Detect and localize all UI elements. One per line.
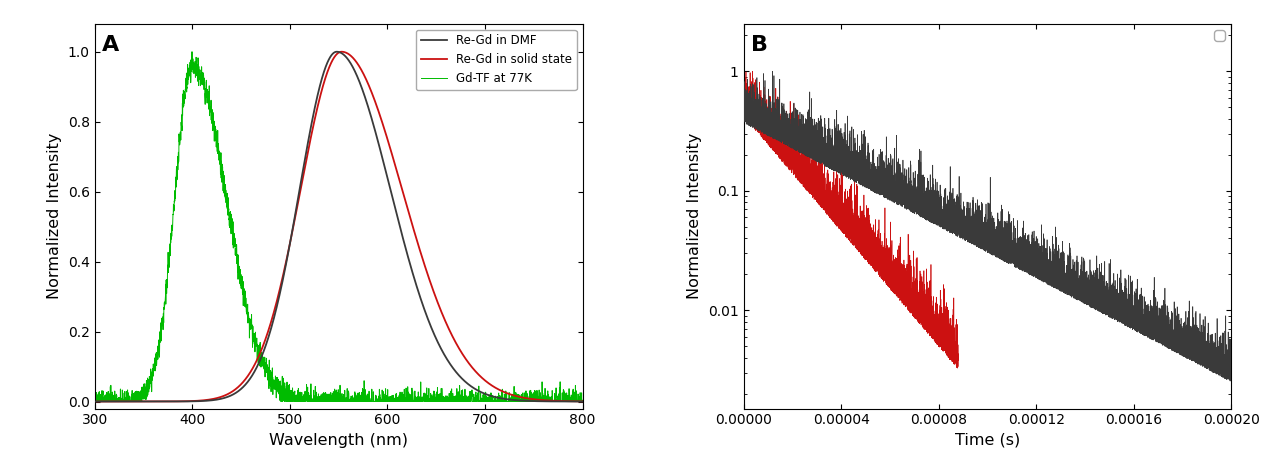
Gd-TF at 77K bbox=[87, 399, 102, 404]
Legend:  bbox=[1214, 30, 1225, 41]
Re-Gd in solid state bbox=[513, 394, 528, 400]
Gd-TF at 77K bbox=[184, 49, 200, 55]
Legend: Re-Gd in DMF, Re-Gd in solid state, Gd-TF at 77K: Re-Gd in DMF, Re-Gd in solid state, Gd-T… bbox=[416, 29, 577, 90]
Re-Gd in solid state bbox=[566, 399, 581, 404]
Y-axis label: Normalized Intensity: Normalized Intensity bbox=[47, 133, 62, 299]
Re-Gd in solid state bbox=[143, 399, 158, 404]
Re-Gd in DMF bbox=[87, 399, 102, 404]
Gd-TF at 77K bbox=[575, 399, 590, 404]
Re-Gd in DMF bbox=[513, 398, 528, 403]
Line: Gd-TF at 77K: Gd-TF at 77K bbox=[95, 52, 582, 401]
X-axis label: Time (s): Time (s) bbox=[955, 433, 1021, 448]
Re-Gd in DMF bbox=[172, 399, 187, 404]
Text: B: B bbox=[751, 35, 768, 55]
Re-Gd in DMF bbox=[566, 399, 581, 404]
Y-axis label: Normalized Intensity: Normalized Intensity bbox=[687, 133, 702, 299]
Gd-TF at 77K bbox=[566, 399, 581, 404]
Gd-TF at 77K bbox=[172, 136, 187, 142]
Re-Gd in DMF bbox=[274, 282, 289, 287]
Re-Gd in DMF bbox=[143, 399, 158, 404]
Line: Re-Gd in DMF: Re-Gd in DMF bbox=[95, 52, 582, 401]
Gd-TF at 77K bbox=[87, 396, 102, 401]
Re-Gd in solid state bbox=[172, 399, 187, 404]
Gd-TF at 77K bbox=[513, 397, 528, 403]
Re-Gd in DMF bbox=[330, 49, 345, 55]
Re-Gd in DMF bbox=[296, 168, 311, 173]
Gd-TF at 77K bbox=[143, 378, 158, 384]
Gd-TF at 77K bbox=[274, 388, 289, 393]
Re-Gd in solid state bbox=[296, 174, 311, 180]
Gd-TF at 77K bbox=[296, 399, 311, 404]
X-axis label: Wavelength (nm): Wavelength (nm) bbox=[269, 433, 408, 448]
Line: Re-Gd in solid state: Re-Gd in solid state bbox=[95, 52, 582, 401]
Re-Gd in solid state bbox=[335, 49, 350, 55]
Re-Gd in solid state bbox=[87, 399, 102, 404]
Re-Gd in solid state bbox=[575, 399, 590, 404]
Re-Gd in solid state bbox=[274, 278, 289, 284]
Text: A: A bbox=[102, 35, 119, 55]
Re-Gd in DMF bbox=[575, 399, 590, 404]
